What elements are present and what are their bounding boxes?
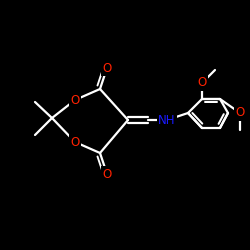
Text: O: O: [70, 94, 80, 106]
Text: O: O: [70, 136, 80, 148]
Text: O: O: [198, 76, 206, 90]
Text: NH: NH: [158, 114, 176, 126]
Text: O: O: [102, 168, 112, 180]
Text: O: O: [102, 62, 112, 74]
Text: O: O: [236, 106, 244, 120]
